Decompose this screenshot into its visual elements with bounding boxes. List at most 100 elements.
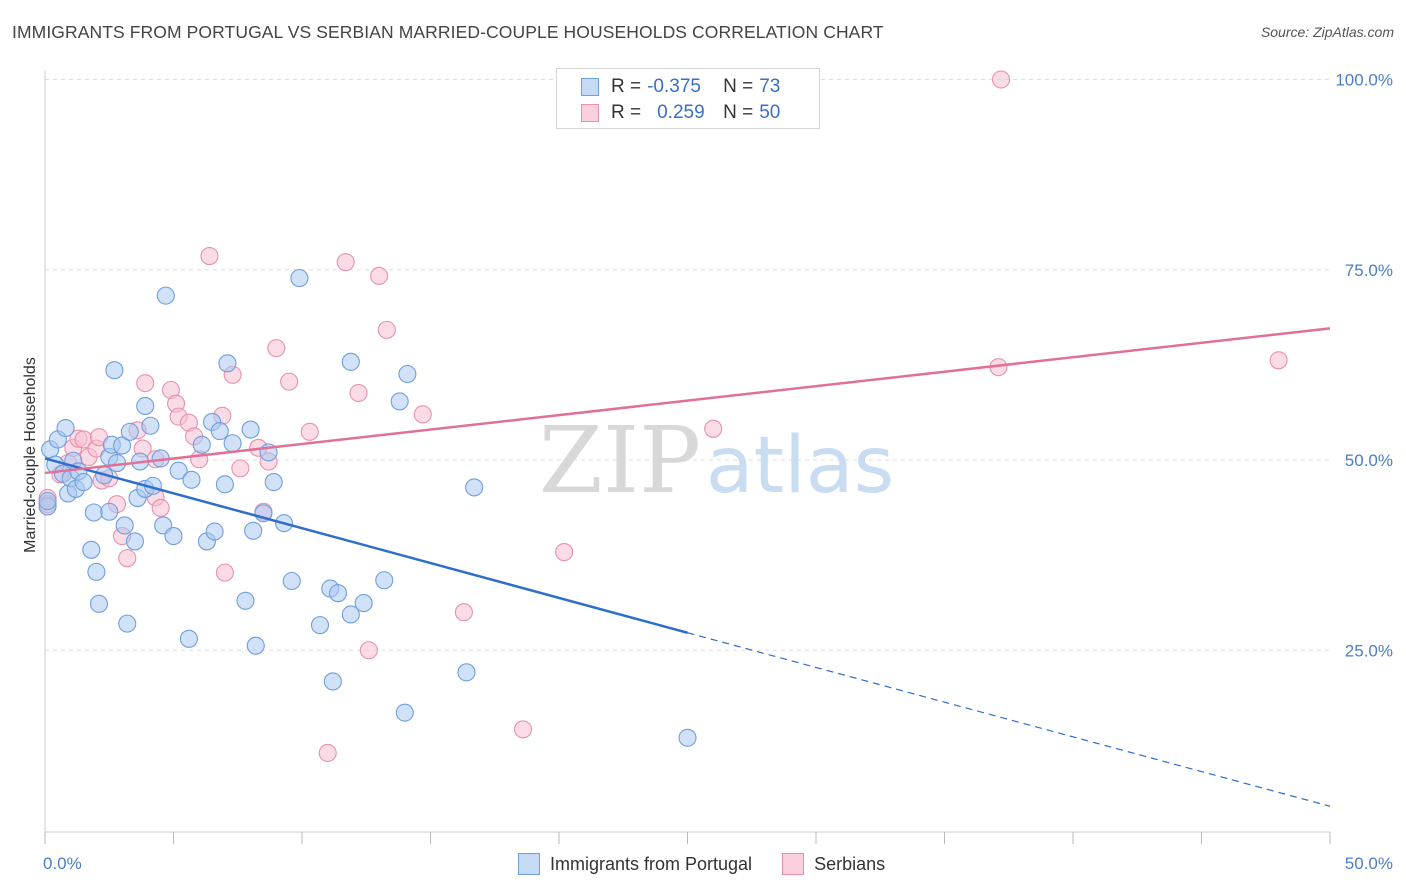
portugal-point [354, 594, 373, 613]
portugal-point [246, 636, 265, 655]
legend-r-label: R = [611, 76, 642, 97]
legend-label-serbians: Serbians [814, 853, 886, 874]
legend-row-serbians: R = 0.259 N = 50 [581, 100, 780, 126]
portugal-point [205, 522, 224, 541]
portugal-point [192, 435, 211, 454]
portugal-point [179, 629, 198, 648]
legend-n-value: 50 [759, 102, 781, 123]
x-tick-labels: 0.0% 50.0% [43, 854, 1393, 873]
serbians-point [359, 641, 378, 660]
portugal-point [141, 416, 160, 435]
portugal-point [290, 269, 309, 288]
portugal-point [156, 286, 175, 305]
x-tick-label: 50.0% [1345, 854, 1393, 873]
portugal-point [125, 532, 144, 551]
legend-r-value: 0.259 [657, 102, 705, 123]
y-tick-label: 25.0% [1345, 641, 1393, 660]
y-axis-label: Married-couple Households [22, 357, 39, 553]
chart-title: IMMIGRANTS FROM PORTUGAL VS SERBIAN MARR… [12, 22, 884, 42]
legend-n-label: N = [723, 76, 754, 97]
serbians-point [200, 247, 219, 266]
portugal-trend-line [44, 457, 688, 634]
portugal-point [100, 502, 119, 521]
portugal-point [164, 527, 183, 546]
portugal-point [223, 434, 242, 453]
legend-r-value: -0.375 [647, 76, 701, 97]
portugal-point [375, 571, 394, 590]
serbians-point [215, 563, 234, 582]
portugal-point [84, 503, 103, 522]
legend-n-label: N = [723, 102, 754, 123]
portugal-point [82, 540, 101, 559]
portugal-point [56, 418, 75, 438]
portugal-point [74, 473, 93, 492]
portugal-trend-extension [687, 632, 1331, 807]
serbians-point [513, 720, 533, 739]
portugal-point [328, 584, 348, 603]
portugal-point [113, 436, 132, 455]
portugal-point [118, 614, 137, 633]
y-tick-label: 75.0% [1345, 261, 1393, 280]
legend-row-portugal: R = -0.375 N = 73 [581, 74, 780, 100]
serbians-point [349, 383, 368, 403]
serbians-point [300, 422, 319, 441]
y-tick-label: 50.0% [1345, 451, 1393, 470]
source-label: Source: ZipAtlas.com [1260, 24, 1394, 40]
serbians-point [136, 374, 155, 393]
portugal-point [244, 521, 263, 540]
serbians-point [1269, 351, 1288, 370]
x-tick-label: 0.0% [43, 854, 82, 873]
legend-swatch-blue [581, 78, 599, 96]
portugal-point [323, 672, 342, 691]
portugal-point [310, 616, 330, 635]
y-tick-label: 100.0% [1335, 71, 1393, 90]
portugal-point [38, 492, 57, 511]
portugal-point [282, 571, 301, 591]
legend-label-portugal: Immigrants from Portugal [550, 853, 753, 874]
portugal-point [395, 703, 414, 722]
serbians-point [280, 372, 299, 391]
serbians-trend-line [44, 327, 1331, 475]
portugal-point [105, 361, 124, 380]
portugal-point [341, 605, 360, 624]
serbians-point [377, 320, 396, 339]
portugal-point [115, 516, 134, 535]
portugal-point [89, 594, 109, 613]
legend-n-value: 73 [759, 76, 781, 97]
serbians-point [704, 419, 723, 438]
portugal-point [169, 461, 188, 480]
legend-r-label: R = [611, 102, 642, 123]
trend-lines [44, 327, 1331, 807]
portugal-point [136, 396, 155, 416]
portugal-point [182, 470, 201, 489]
grid-lines [45, 79, 1330, 651]
portugal-point [398, 364, 417, 384]
portugal-point [678, 728, 697, 747]
serbians-point [413, 405, 432, 424]
y-tick-labels: 25.0% 50.0% 75.0% 100.0% [1335, 71, 1393, 661]
serbians-point [118, 549, 137, 568]
legend-item-portugal[interactable]: Immigrants from Portugal [518, 853, 752, 875]
serbians-point [555, 543, 574, 562]
portugal-point [210, 422, 229, 441]
serbians-point [991, 70, 1011, 89]
portugal-point [457, 663, 476, 682]
serbians-point [267, 339, 286, 358]
watermark: ZIP atlas [539, 407, 894, 514]
serbians-point [318, 743, 337, 763]
portugal-point [120, 422, 139, 441]
portugal-point [264, 473, 283, 492]
watermark-zip: ZIP [539, 407, 701, 514]
legend-swatch-pink [782, 853, 805, 875]
legend-swatch-blue [518, 853, 540, 875]
portugal-point [87, 562, 106, 581]
legend-item-serbians[interactable]: Serbians [782, 853, 885, 875]
portugal-point [241, 420, 260, 439]
correlation-legend: R = -0.375 N = 73 R = 0.259 N = 50 [556, 68, 820, 129]
portugal-point [341, 352, 360, 371]
serbians-point [336, 253, 355, 272]
serbians-point [454, 603, 473, 622]
portugal-point [465, 478, 484, 497]
portugal-point [218, 354, 237, 373]
